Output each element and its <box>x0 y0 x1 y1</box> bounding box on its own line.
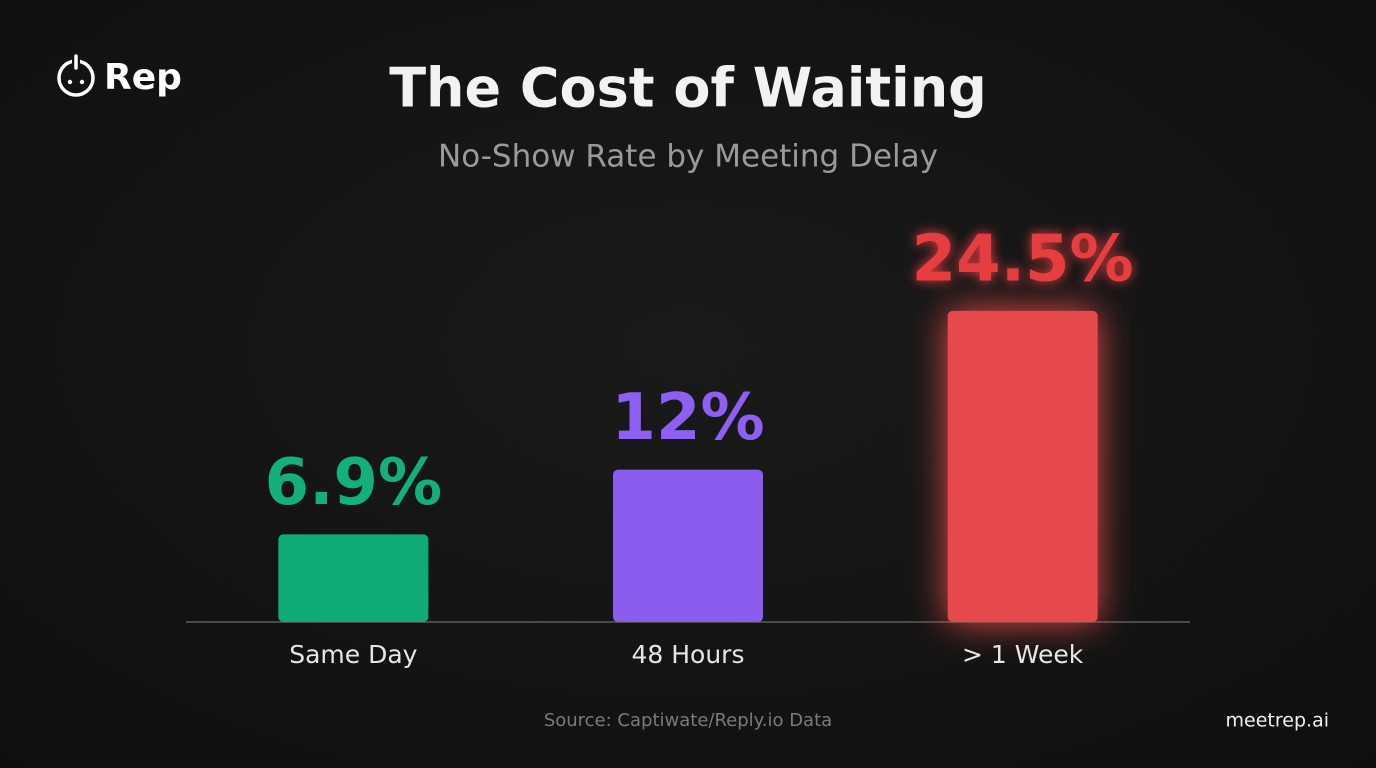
value-label: 24.5% <box>912 222 1134 296</box>
x-tick-label: > 1 Week <box>962 640 1084 669</box>
x-tick-label: 48 Hours <box>631 640 744 669</box>
bar <box>613 469 763 622</box>
x-tick-label: Same Day <box>289 640 417 669</box>
bar <box>947 310 1098 622</box>
source-note: Source: Captiwate/Reply.io Data <box>544 710 832 731</box>
logo-text: Rep <box>104 57 182 98</box>
bar <box>278 534 429 622</box>
chart-subtitle: No-Show Rate by Meeting Delay <box>438 139 938 175</box>
value-label: 12% <box>611 381 764 455</box>
value-label: 6.9% <box>265 446 443 520</box>
chart-title: The Cost of Waiting <box>389 57 987 120</box>
logo: Rep <box>57 54 182 98</box>
website: meetrep.ai <box>1226 710 1329 732</box>
